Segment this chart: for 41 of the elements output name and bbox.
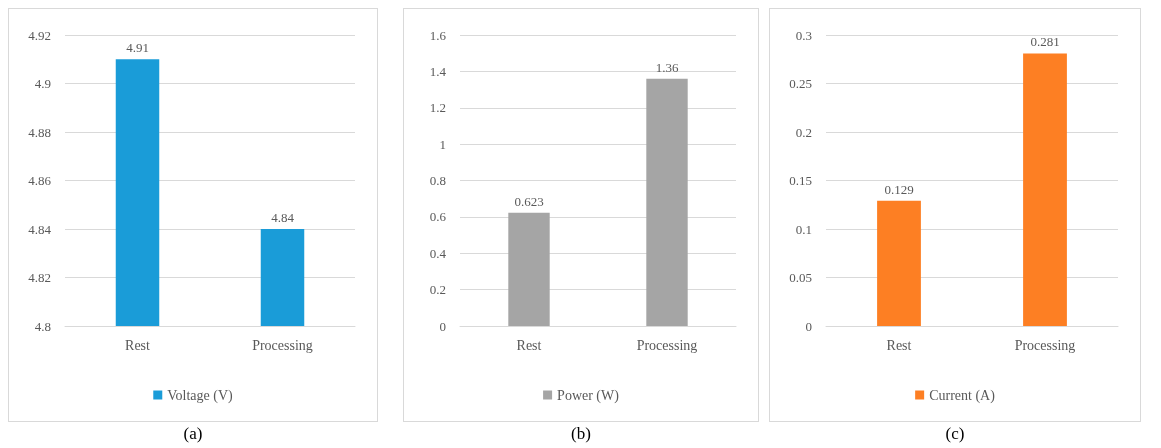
data-label: 4.84 <box>271 210 295 225</box>
legend-label: Current (A) <box>929 387 996 404</box>
x-tick-label: Processing <box>636 337 698 353</box>
y-tick-label: 0 <box>439 318 446 334</box>
y-tick-label: 4.86 <box>28 173 52 188</box>
data-label: 0.623 <box>514 193 544 209</box>
text: (a) <box>182 424 204 444</box>
y-tick-label: 0 <box>805 318 812 334</box>
text: (c) <box>944 424 966 444</box>
y-tick-label: 4.8 <box>34 318 51 334</box>
y-tick-label: 0.6 <box>429 209 447 225</box>
y-tick-label: 0.4 <box>429 245 447 261</box>
x-tick-label: Rest <box>886 337 912 353</box>
data-label: 0.281 <box>1030 34 1060 50</box>
data-label: 1.36 <box>655 59 679 75</box>
y-tick-label: 0.05 <box>789 270 812 285</box>
x-tick-label: Processing <box>252 337 313 353</box>
y-tick-label: 1.4 <box>429 63 447 79</box>
y-tick-label: 0.8 <box>429 173 446 188</box>
y-tick-label: 0.3 <box>795 27 812 43</box>
y-tick-label: 1.6 <box>429 27 447 43</box>
y-tick-label: 1 <box>439 136 446 152</box>
y-tick-label: 4.9 <box>34 76 51 91</box>
y-tick-label: 4.82 <box>28 270 51 285</box>
y-tick-label: 0.25 <box>789 76 812 91</box>
data-label: 0.129 <box>884 181 914 197</box>
y-tick-label: 4.92 <box>28 27 51 43</box>
legend-label: Voltage (V) <box>167 387 234 404</box>
y-tick-label: 0.15 <box>789 173 812 188</box>
x-tick-label: Processing <box>1014 337 1076 353</box>
data-label: 4.91 <box>126 40 149 56</box>
text: (b) <box>570 424 592 444</box>
y-tick-label: 0.1 <box>795 221 812 237</box>
y-tick-label: 4.84 <box>28 221 52 237</box>
x-tick-label: Rest <box>516 337 542 353</box>
y-tick-label: 4.88 <box>28 124 51 140</box>
legend-label: Power (W) <box>557 387 620 404</box>
y-tick-label: 1.2 <box>429 100 446 116</box>
x-tick-label: Rest <box>125 337 151 353</box>
y-tick-label: 0.2 <box>429 282 446 298</box>
y-tick-label: 0.2 <box>795 124 812 140</box>
